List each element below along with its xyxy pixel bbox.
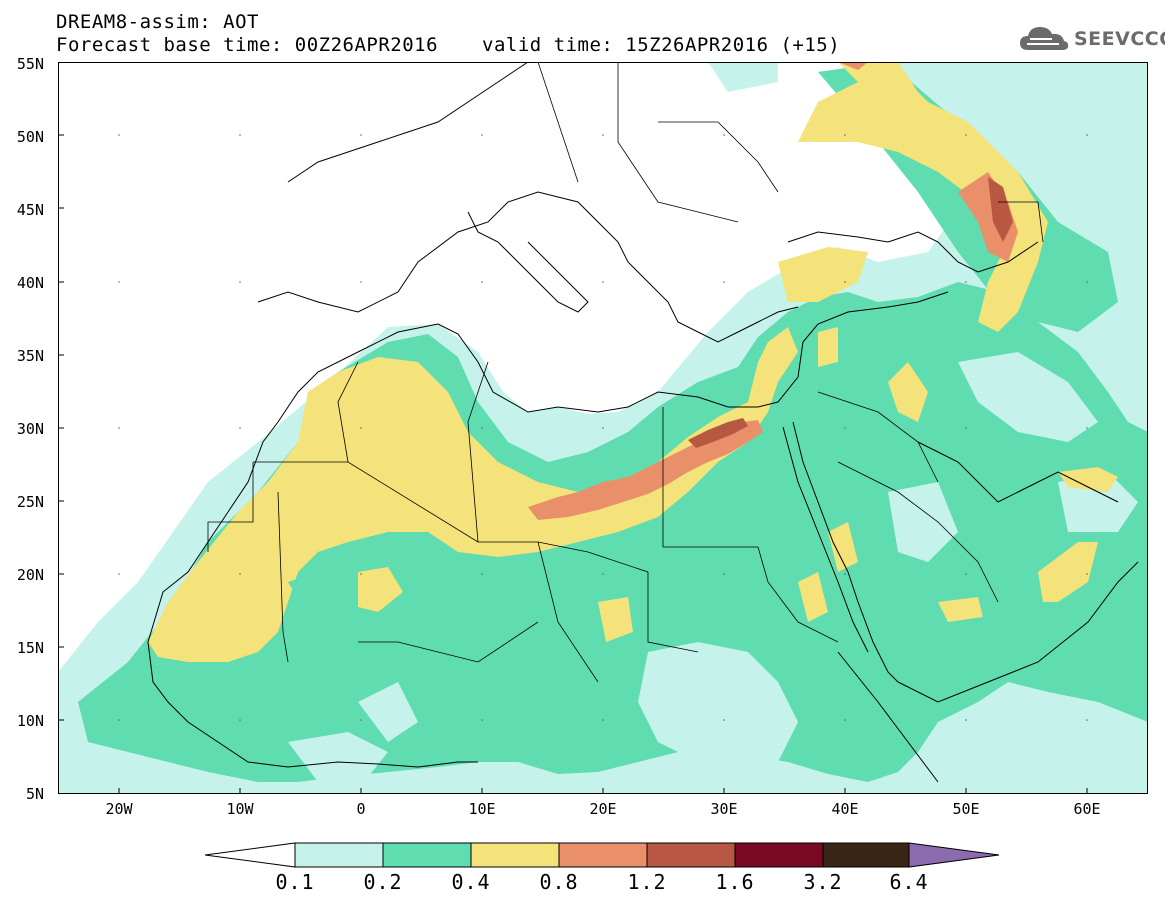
lat-label: 25N [16, 493, 44, 511]
lat-label: 35N [16, 347, 44, 365]
borders [207, 62, 1044, 683]
lon-label: 20E [589, 800, 617, 818]
lat-label: 5N [25, 785, 44, 803]
aot-layer-1.2 [688, 177, 1013, 448]
colorbar-label: 3.2 [803, 870, 843, 894]
valid-time: valid time: 15Z26APR2016 (+15) [482, 34, 841, 56]
lon-label: 40E [831, 800, 859, 818]
cloud-icon [1020, 27, 1069, 50]
grid-dots [118, 134, 1088, 721]
lat-label: 50N [16, 128, 44, 146]
colorbar-high-arrow [908, 842, 1000, 868]
colorbar-label: 6.4 [889, 870, 929, 894]
colorbar-bin [382, 842, 472, 868]
lon-label: 10E [468, 800, 496, 818]
logo-text: SEEVCCC [1074, 28, 1165, 50]
lon-label: 50E [952, 800, 980, 818]
lon-label: 20W [105, 800, 133, 818]
coastlines [147, 62, 1139, 783]
lon-label: 30E [710, 800, 738, 818]
lat-label: 15N [16, 639, 44, 657]
colorbar-label: 0.2 [363, 870, 403, 894]
lat-label: 30N [16, 420, 44, 438]
lat-label: 45N [16, 201, 44, 219]
colorbar-low-arrow [205, 842, 296, 868]
colorbar-label: 1.6 [715, 870, 755, 894]
lon-label: 0 [356, 800, 366, 818]
colorbar-bin [734, 842, 824, 868]
colorbar-bin [294, 842, 384, 868]
colorbar-label: 0.1 [275, 870, 315, 894]
lat-label: 40N [16, 274, 44, 292]
axis-ticks [58, 134, 1088, 794]
colorbar-bin [822, 842, 910, 868]
lat-label: 10N [16, 712, 44, 730]
colorbar-bin [558, 842, 648, 868]
aot-layer-0.4 [148, 62, 1118, 662]
aot-map [58, 62, 1148, 794]
colorbar-label: 0.8 [539, 870, 579, 894]
lon-label: 60E [1073, 800, 1101, 818]
seevccc-logo: SEEVCCC [1018, 22, 1165, 56]
aot-holes-0.1 [288, 352, 1138, 782]
colorbar-bin [646, 842, 736, 868]
lat-label: 20N [16, 566, 44, 584]
lat-label: 55N [16, 55, 44, 73]
colorbar [205, 842, 1000, 868]
title-line-2: Forecast base time: 00Z26APR2016 [56, 34, 439, 56]
colorbar-label: 1.2 [627, 870, 667, 894]
colorbar-bin [470, 842, 560, 868]
colorbar-label: 0.4 [451, 870, 491, 894]
lon-label: 10W [226, 800, 254, 818]
title-line-1: DREAM8-assim: AOT [56, 11, 259, 33]
